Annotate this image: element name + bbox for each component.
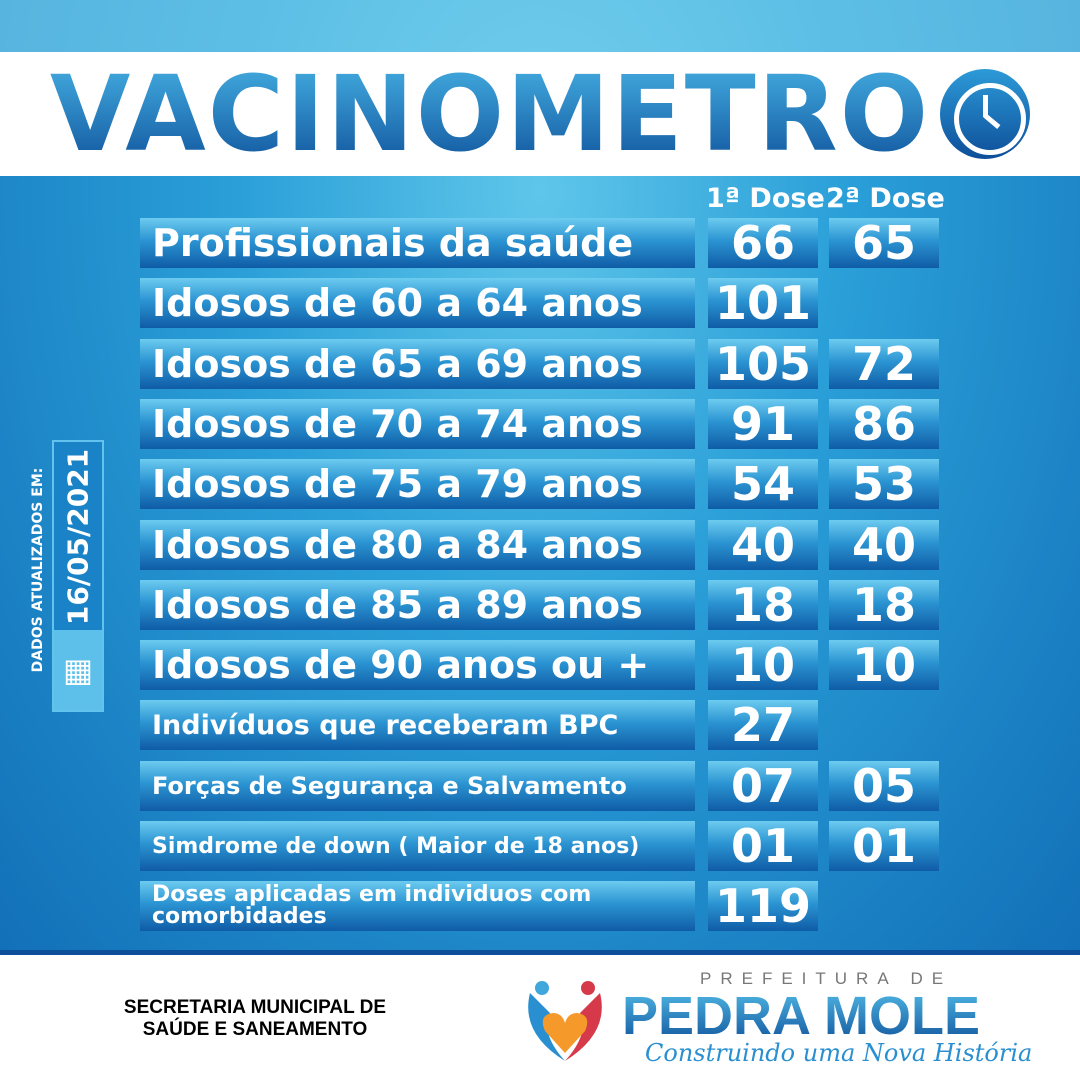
dose2-value: 05: [829, 759, 939, 813]
slogan: Construindo uma Nova História: [645, 1039, 1033, 1067]
title-band: VACINOMETRO: [0, 52, 1080, 176]
dose2-value: 01: [829, 819, 939, 873]
row-label: Forças de Segurança e Salvamento: [140, 760, 695, 811]
updated-label: DADOS ATUALIZADOS EM:: [30, 467, 46, 673]
row-label: Idosos de 85 a 89 anos: [140, 579, 695, 630]
dose1-value: 10: [708, 638, 818, 692]
heart-logo-icon: [528, 981, 602, 1061]
dose1-value: 40: [708, 518, 818, 572]
dose2-value: 18: [829, 578, 939, 632]
prefeitura-label: PREFEITURA DE: [700, 969, 953, 988]
row-label: Indivíduos que receberam BPC: [140, 700, 695, 751]
header-dose1: 1ª Dose: [706, 183, 825, 214]
dose2-value: 65: [829, 216, 939, 270]
row-label: Idosos de 80 a 84 anos: [140, 519, 695, 570]
dose2-value: 10: [829, 638, 939, 692]
row-label: Simdrome de down ( Maior de 18 anos): [140, 821, 695, 871]
row-label: Idosos de 65 a 69 anos: [140, 338, 695, 389]
dose1-value: 119: [708, 879, 818, 933]
dose1-value: 27: [708, 698, 818, 752]
dose1-value: 66: [708, 216, 818, 270]
row-label: Idosos de 75 a 79 anos: [140, 459, 695, 510]
header-dose2: 2ª Dose: [826, 183, 945, 214]
secretaria-line2: SAÚDE E SANEAMENTO: [142, 1019, 368, 1040]
dose1-value: 18: [708, 578, 818, 632]
dose1-value: 101: [708, 276, 818, 330]
footer: SECRETARIA MUNICIPAL DE SAÚDE E SANEAMEN…: [0, 950, 1080, 1080]
row-label: Doses aplicadas em individuos com comorb…: [140, 881, 695, 932]
dose1-value: 91: [708, 397, 818, 451]
clock-icon: [940, 69, 1031, 159]
dose1-value: 07: [708, 759, 818, 813]
row-label: Idosos de 90 anos ou +: [140, 640, 695, 691]
dose2-value: 86: [829, 397, 939, 451]
updated-date-box: 16/05/2021 ▦: [52, 440, 104, 712]
dose1-value: 54: [708, 457, 818, 511]
row-label: Idosos de 70 a 74 anos: [140, 398, 695, 449]
row-label: Profissionais da saúde: [140, 218, 695, 268]
city-name: PEDRA MOLE: [622, 986, 981, 1046]
calendar-icon: ▦: [54, 630, 102, 710]
page-title: VACINOMETRO: [49, 53, 931, 175]
dose1-value: 105: [708, 337, 818, 391]
secretaria: SECRETARIA MUNICIPAL DE SAÚDE E SANEAMEN…: [95, 997, 415, 1041]
row-label: Idosos de 60 a 64 anos: [140, 278, 695, 329]
updated-date: 16/05/2021: [61, 448, 95, 626]
dose2-value: 40: [829, 518, 939, 572]
dose2-value: 72: [829, 337, 939, 391]
secretaria-line1: SECRETARIA MUNICIPAL DE: [123, 997, 387, 1018]
dose2-value: 53: [829, 457, 939, 511]
dose1-value: 01: [708, 819, 818, 873]
